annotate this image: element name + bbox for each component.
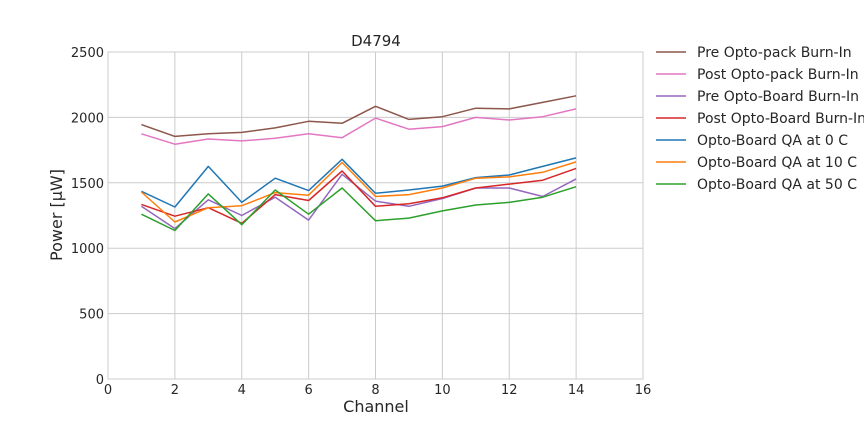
x-tick-label: 14 — [568, 383, 585, 398]
tick-labels: 0 2 4 6 8 10 12 14 16 0 500 1000 1500 2000 2500 — [71, 46, 651, 398]
y-tick-label: 2500 — [71, 46, 104, 61]
legend-label: Pre Opto-pack Burn-In — [697, 45, 852, 61]
y-tick-label: 1000 — [71, 242, 104, 257]
y-tick-label: 0 — [96, 373, 104, 388]
x-tick-label: 12 — [501, 383, 518, 398]
y-tick-label: 1500 — [71, 177, 104, 192]
legend: Pre Opto-pack Burn-In Post Opto-pack Burn… — [656, 45, 864, 193]
x-tick-label: 10 — [434, 383, 451, 398]
legend-label: Post Opto-pack Burn-In — [697, 67, 859, 83]
x-tick-label: 6 — [304, 383, 312, 398]
plot-area — [107, 51, 644, 380]
y-axis-label: Power [μW] — [47, 169, 66, 261]
legend-label: Opto-Board QA at 0 C — [697, 133, 848, 149]
x-axis-label: Channel — [343, 397, 409, 416]
series-line-pre-opto-pack-burn-in — [141, 95, 577, 138]
x-tick-label: 4 — [238, 383, 246, 398]
y-tick-label: 2000 — [71, 111, 104, 126]
legend-label: Opto-Board QA at 10 C — [697, 155, 857, 171]
series-lines — [140, 95, 577, 232]
series-line-post-opto-board-burn-in — [141, 167, 577, 225]
x-tick-label: 2 — [171, 383, 179, 398]
chart-title: D4794 — [351, 32, 401, 50]
x-tick-label: 0 — [104, 383, 112, 398]
legend-label: Pre Opto-Board Burn-In — [697, 89, 859, 105]
x-tick-label: 16 — [635, 383, 652, 398]
series-line-opto-board-qa-at-0-c — [141, 157, 577, 208]
y-tick-label: 500 — [79, 308, 104, 323]
series-line-post-opto-pack-burn-in — [141, 108, 577, 145]
x-tick-label: 8 — [371, 383, 379, 398]
series-line-opto-board-qa-at-10-c — [140, 161, 577, 223]
legend-label: Opto-Board QA at 50 C — [697, 177, 857, 193]
series-line-opto-board-qa-at-50-c — [141, 185, 577, 232]
legend-label: Post Opto-Board Burn-In — [697, 111, 864, 127]
